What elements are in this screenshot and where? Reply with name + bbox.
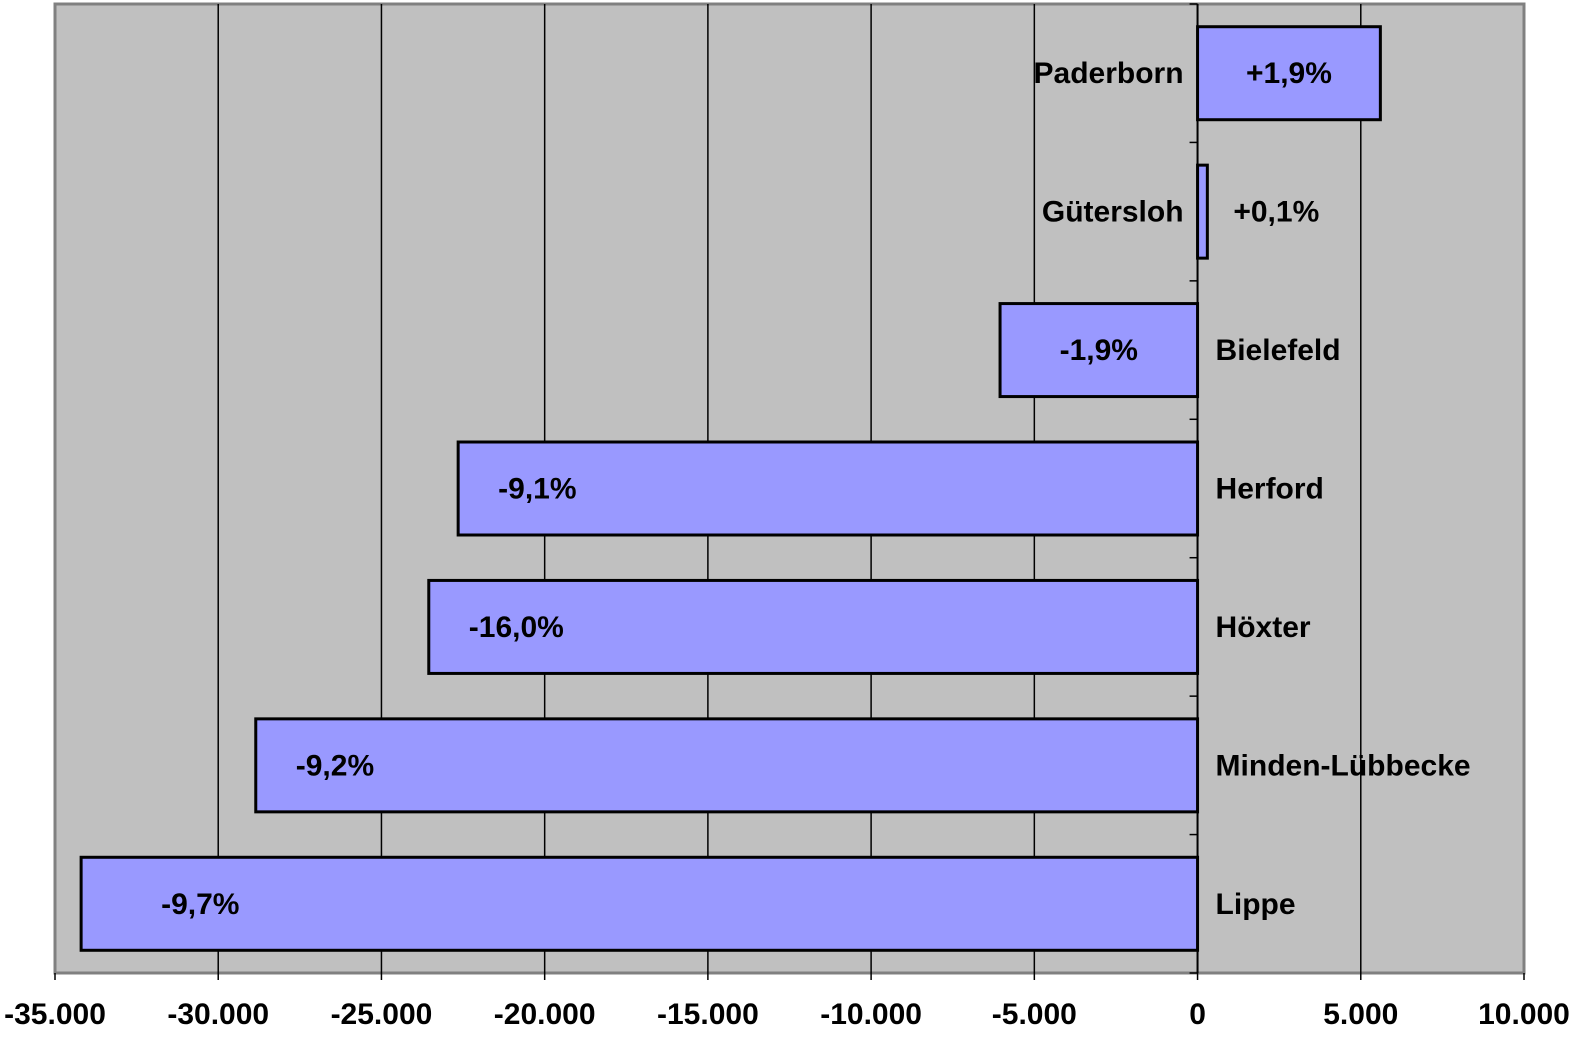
- category-label: Minden-Lübbecke: [1216, 749, 1471, 782]
- data-label: +0,1%: [1233, 196, 1319, 229]
- bars: [79, 25, 1382, 952]
- x-tick-label: 0: [1189, 998, 1206, 1031]
- bar-paderborn: [1196, 25, 1382, 122]
- data-labels: +1,9% +0,1% -1,9% -9,1% -16,0% -9,2% -9,7%: [161, 57, 1332, 921]
- x-tick-label: -20.000: [494, 998, 596, 1031]
- x-tick-label: -5.000: [992, 998, 1077, 1031]
- bar-lippe: [79, 855, 1200, 952]
- category-label: Gütersloh: [1042, 196, 1184, 229]
- category-label: Bielefeld: [1216, 334, 1341, 367]
- x-tick-label: 10.000: [1478, 998, 1570, 1031]
- bar-g-tersloh: [1196, 163, 1209, 260]
- x-tick-label: 5.000: [1323, 998, 1398, 1031]
- x-tick-label: -35.000: [4, 998, 106, 1031]
- data-label: -9,7%: [161, 888, 239, 921]
- x-tick-label: -15.000: [657, 998, 759, 1031]
- category-label: Lippe: [1216, 888, 1296, 921]
- category-labels: Paderborn Gütersloh Bielefeld Herford Höxter…: [1034, 57, 1471, 921]
- data-label: -9,1%: [498, 473, 576, 506]
- data-label: -16,0%: [469, 611, 564, 644]
- x-tick-label: -30.000: [167, 998, 269, 1031]
- category-label: Herford: [1216, 473, 1324, 506]
- x-tick-labels: -35.000 -30.000 -25.000 -20.000 -15.000 -10.0…: [4, 998, 1570, 1031]
- category-label: Höxter: [1216, 611, 1311, 644]
- category-label: Paderborn: [1034, 57, 1184, 90]
- bar-herford: [456, 440, 1200, 537]
- axes: [54, 3, 1525, 980]
- data-label: +1,9%: [1246, 57, 1332, 90]
- data-label: -1,9%: [1060, 334, 1138, 367]
- x-tick-label: -10.000: [820, 998, 922, 1031]
- data-label: -9,2%: [296, 749, 374, 782]
- bar-minden-l-bbecke: [254, 717, 1200, 814]
- x-tick-label: -25.000: [331, 998, 433, 1031]
